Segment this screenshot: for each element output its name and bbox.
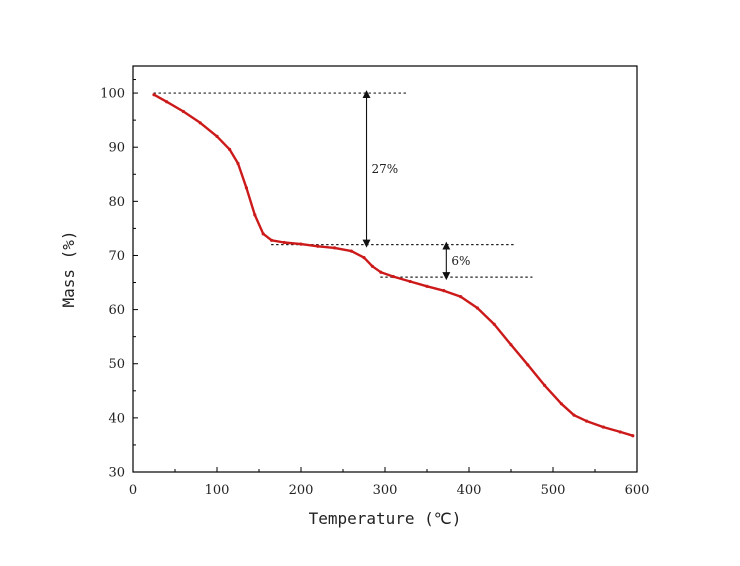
data-point [559, 402, 564, 406]
data-point [282, 240, 286, 245]
data-point [370, 264, 374, 268]
data-point [236, 161, 240, 166]
data-point [408, 279, 412, 284]
x-tick-label: 600 [625, 483, 650, 498]
plot-frame [132, 65, 638, 473]
data-point [379, 270, 383, 274]
y-tick-label: 70 [108, 249, 125, 264]
data-point [165, 100, 169, 104]
data-point [475, 306, 479, 310]
data-point [425, 284, 429, 288]
data-point [362, 256, 366, 260]
series-line [152, 93, 634, 437]
data-point [244, 186, 248, 190]
data-point [228, 147, 232, 151]
data-point [509, 343, 513, 347]
y-tick-label: 80 [108, 195, 125, 210]
data-point [333, 246, 337, 250]
data-point [526, 363, 530, 367]
data-point [543, 383, 547, 387]
data-point [585, 419, 589, 423]
data-point [459, 295, 463, 299]
x-tick-label: 0 [129, 483, 137, 498]
x-tick-label: 400 [457, 483, 482, 498]
x-tick-label: 300 [373, 483, 398, 498]
data-point [601, 425, 606, 429]
data-point [261, 232, 265, 236]
data-point [198, 121, 202, 125]
y-tick-label: 90 [108, 141, 125, 156]
data-point [618, 430, 622, 434]
x-axis-title: Temperature (℃) [309, 509, 462, 528]
axis-tick-labels: 0 100 200 300 400 500 600 30 40 50 60 70 80 90 100 [100, 87, 649, 498]
y-tick-label: 30 [108, 466, 125, 481]
y-axis-title: Mass (%) [59, 230, 78, 307]
x-tick-label: 100 [205, 483, 230, 498]
y-tick-label: 50 [108, 357, 125, 372]
data-point [181, 109, 185, 114]
axis-ticks [132, 79, 638, 473]
annotation-label: 6% [451, 254, 470, 268]
data-point [215, 134, 219, 138]
data-point [299, 242, 303, 246]
data-point [631, 434, 635, 438]
data-point [349, 249, 353, 253]
data-point [442, 289, 446, 293]
y-tick-label: 100 [100, 87, 125, 102]
data-point [572, 413, 576, 417]
data-point [492, 322, 496, 326]
y-tick-label: 40 [108, 411, 125, 426]
data-point [391, 274, 395, 279]
annotations: 27% 6% [362, 90, 470, 281]
x-tick-label: 500 [541, 483, 566, 498]
data-point [152, 93, 156, 97]
series-layer [152, 93, 635, 438]
data-point [270, 238, 274, 242]
y-tick-label: 60 [108, 303, 125, 318]
x-tick-label: 200 [289, 483, 314, 498]
data-point [316, 244, 320, 248]
data-point [253, 213, 257, 217]
annotation-label: 27% [372, 162, 399, 176]
